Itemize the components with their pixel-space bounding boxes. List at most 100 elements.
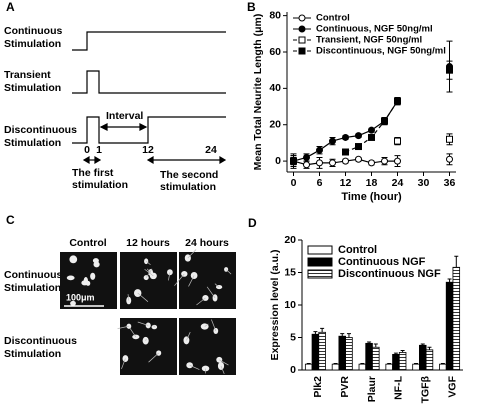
note: The first bbox=[72, 167, 114, 179]
neurite bbox=[137, 292, 149, 302]
legend-swatch bbox=[307, 269, 333, 279]
column-label: Control bbox=[69, 237, 106, 249]
time-tick: 12 bbox=[142, 144, 154, 156]
x-tick-label: 12 bbox=[340, 177, 352, 189]
legend-label: Control bbox=[338, 244, 377, 256]
row-label: Stimulation bbox=[4, 348, 61, 360]
interval-label: Interval bbox=[106, 110, 143, 122]
error-bar bbox=[373, 343, 378, 348]
marker bbox=[298, 14, 306, 22]
marker bbox=[298, 36, 306, 44]
legend-label: Continuous NGF bbox=[338, 256, 426, 268]
cell bbox=[69, 255, 78, 264]
y-tick-label: 20 bbox=[284, 234, 296, 246]
error-bar bbox=[320, 327, 325, 333]
y-tick-label: 20 bbox=[269, 119, 281, 131]
x-tick-label: 36 bbox=[444, 177, 456, 189]
marker bbox=[446, 155, 453, 163]
marker bbox=[303, 161, 310, 169]
cell bbox=[93, 261, 100, 268]
cell bbox=[81, 280, 89, 286]
row-label: Stimulation bbox=[4, 38, 61, 50]
neurite bbox=[168, 272, 171, 281]
row-label: Stimulation bbox=[4, 137, 61, 149]
marker bbox=[316, 159, 323, 167]
marker bbox=[355, 143, 362, 151]
bar bbox=[452, 266, 461, 371]
bar bbox=[439, 363, 447, 371]
bar bbox=[412, 363, 420, 371]
neurite bbox=[117, 325, 129, 329]
bar bbox=[318, 331, 326, 371]
error-bar bbox=[333, 363, 338, 365]
row-label: Stimulation bbox=[4, 282, 61, 294]
bar bbox=[372, 346, 380, 371]
marker bbox=[329, 137, 336, 145]
y-axis-label: Mean Total Neurite Length (μm) bbox=[252, 14, 264, 171]
note: stimulation bbox=[72, 179, 128, 191]
cell bbox=[66, 275, 75, 281]
neurite bbox=[121, 358, 126, 369]
time-tick: 24 bbox=[205, 144, 217, 156]
error-bar bbox=[447, 278, 452, 283]
arrow-heads bbox=[99, 123, 148, 131]
row-label: Continuous bbox=[4, 25, 62, 37]
marker bbox=[394, 157, 401, 165]
error-bar bbox=[306, 363, 311, 365]
marker bbox=[368, 133, 375, 141]
marker bbox=[342, 133, 349, 141]
bar bbox=[425, 349, 434, 371]
neurite bbox=[188, 275, 195, 287]
column-label: 24 hours bbox=[185, 237, 229, 249]
continuous-trace bbox=[72, 31, 226, 51]
legend-swatch bbox=[307, 257, 333, 267]
neurite bbox=[145, 338, 147, 341]
marker bbox=[368, 126, 375, 134]
error-bar bbox=[387, 363, 392, 365]
x-tick-label: Plaur bbox=[366, 376, 378, 402]
cell bbox=[217, 362, 225, 370]
x-tick-label: 6 bbox=[317, 177, 323, 189]
x-tick-label: 0 bbox=[291, 177, 297, 189]
neurite bbox=[153, 324, 155, 328]
marker bbox=[290, 157, 297, 165]
legend-label: Discontinuous, NGF 50ng/ml bbox=[316, 46, 446, 57]
marker bbox=[342, 148, 349, 156]
micrograph bbox=[60, 252, 117, 309]
discontinuous-trace bbox=[72, 116, 226, 144]
error-bar bbox=[454, 255, 459, 268]
neurite bbox=[174, 273, 185, 286]
note: The second bbox=[160, 169, 218, 181]
marker bbox=[368, 159, 375, 167]
cell bbox=[70, 300, 76, 306]
error-bar bbox=[440, 363, 445, 365]
marker bbox=[303, 153, 310, 161]
panel-a bbox=[72, 31, 227, 165]
marker bbox=[394, 97, 401, 105]
bar bbox=[311, 333, 320, 371]
error-bar bbox=[340, 333, 345, 337]
marker bbox=[355, 132, 362, 140]
y-tick-label: 15 bbox=[284, 266, 296, 278]
x-tick-label: 24 bbox=[392, 177, 404, 189]
panel-label: B bbox=[247, 0, 256, 14]
neurite bbox=[196, 297, 206, 306]
neurite bbox=[211, 319, 217, 332]
marker bbox=[298, 47, 306, 55]
bar bbox=[445, 281, 454, 371]
legend-label: Continuous, NGF 50ng/ml bbox=[316, 24, 433, 35]
time-tick: 1 bbox=[96, 144, 102, 156]
error-bar bbox=[393, 352, 398, 355]
arrow-heads bbox=[146, 155, 227, 165]
x-axis-label: Time (hour) bbox=[341, 191, 402, 203]
error-bar bbox=[313, 331, 318, 335]
y-axis-label: Expression level (a.u.) bbox=[269, 250, 281, 361]
error-bar bbox=[400, 350, 405, 353]
x-tick-label: PVR bbox=[339, 376, 351, 398]
x-tick-label: 18 bbox=[366, 177, 378, 189]
neurite bbox=[220, 365, 225, 375]
bar bbox=[338, 335, 347, 371]
marker bbox=[342, 157, 349, 165]
marker bbox=[446, 66, 453, 74]
transient-trace bbox=[72, 70, 226, 94]
